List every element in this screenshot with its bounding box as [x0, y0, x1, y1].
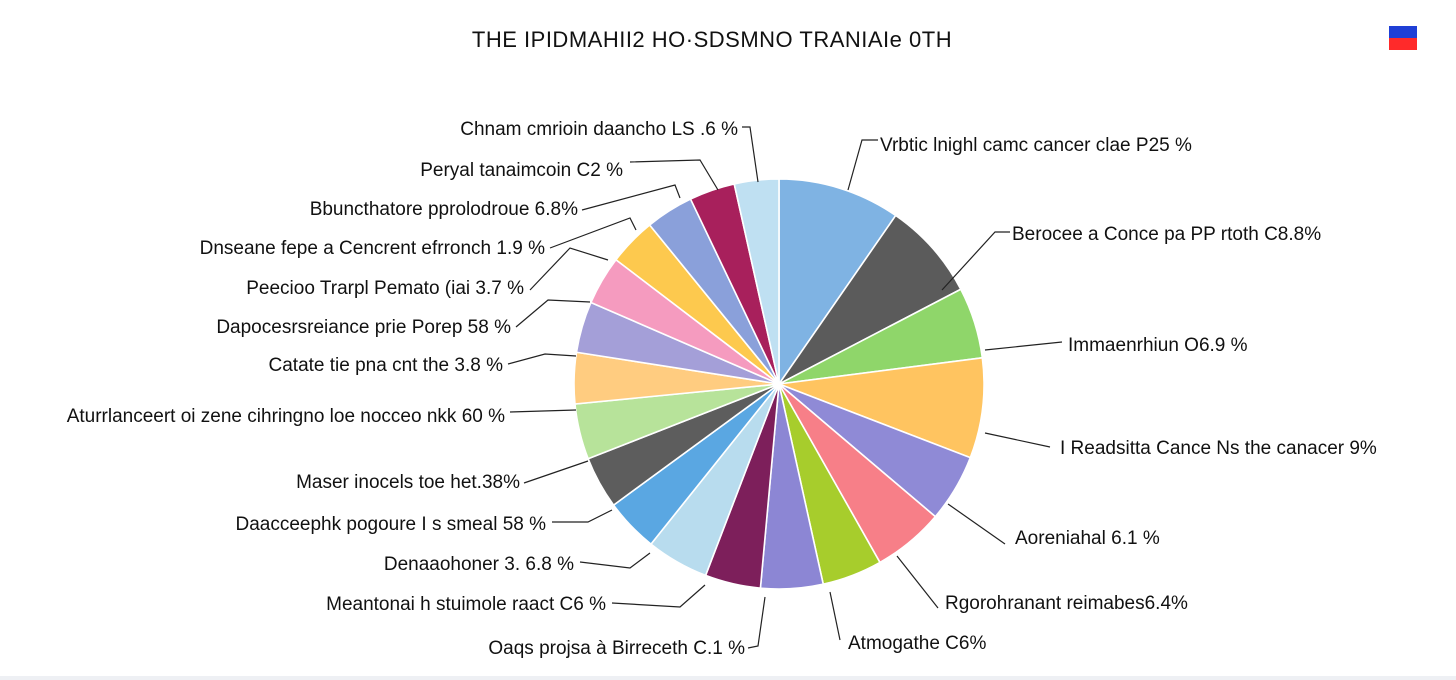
slice-label-6: Rgorohranant reimabes6.4% — [945, 593, 1188, 614]
slice-label-3: Immaenrhiun O6.9 % — [1068, 335, 1248, 356]
leader-line-5 — [947, 503, 1006, 545]
leader-line-10 — [579, 552, 651, 569]
leader-line-4 — [984, 432, 1051, 448]
leader-line-3 — [984, 341, 1063, 351]
slice-label-15: Dapocesrsreiance prie Porep 58 % — [216, 317, 511, 338]
pie-slice-20 — [733, 178, 780, 385]
slice-label-18: Bbuncthatore pprolodroue 6.8% — [310, 199, 578, 220]
slice-label-14: Catate tie pna cnt the 3.8 % — [269, 355, 504, 376]
legend-flag-icon — [1389, 26, 1417, 50]
leader-line-14 — [507, 353, 577, 365]
slice-label-11: Daacceephk pogoure I s smeal 58 % — [235, 514, 546, 535]
leader-line-18 — [581, 184, 681, 211]
leader-line-12 — [523, 460, 589, 484]
leader-line-13 — [509, 409, 577, 413]
slice-label-4: I Readsitta Cance Ns the canacer 9% — [1060, 438, 1377, 459]
leader-line-1 — [847, 139, 878, 191]
slice-label-5: Aoreniahal 6.1 % — [1015, 528, 1160, 549]
slice-label-8: Oaqs projsa à Birreceth C.1 % — [488, 638, 745, 659]
leader-line-11 — [552, 509, 613, 523]
leader-line-20 — [742, 126, 759, 183]
slice-label-9: Meantonai h stuimole raact C6 % — [326, 594, 606, 615]
slice-label-1: Vrbtic lnighl camc cancer clae P25 % — [880, 135, 1192, 156]
pie-slice-2 — [778, 214, 962, 385]
leader-line-7 — [829, 591, 841, 641]
slice-label-7: Atmogathe C6% — [848, 633, 986, 654]
leader-line-16 — [529, 247, 609, 291]
slice-label-17: Dnseane fepe a Cencrent efrronch 1.9 % — [200, 238, 545, 259]
slice-label-19: Peryal tanaimcoin C2 % — [420, 160, 623, 181]
legend-flag-top — [1389, 26, 1417, 38]
leader-line-15 — [515, 299, 591, 328]
pie-slice-4 — [778, 356, 985, 459]
leader-line-17 — [549, 217, 637, 249]
slice-label-2: Berocee a Conce pa PP rtoth C8.8% — [1012, 224, 1321, 245]
slice-label-13: Aturrlanceert oi zene cihringno loe nocc… — [67, 406, 505, 427]
leader-line-9 — [611, 584, 706, 608]
leader-line-8 — [747, 596, 766, 649]
slice-label-20: Chnam cmrioin daancho LS .6 % — [460, 119, 738, 140]
pie-slices — [573, 178, 985, 590]
slice-label-12: Maser inocels toe het.38% — [296, 472, 520, 493]
slice-label-10: Denaaohoner 3. 6.8 % — [384, 554, 574, 575]
page-bottom-rule — [0, 676, 1456, 680]
pie-slice-1 — [778, 178, 897, 387]
slice-labels: Vrbtic lnighl camc cancer clae P25 % Bero… — [67, 119, 1377, 659]
leader-line-19 — [629, 159, 719, 191]
leader-line-2 — [941, 231, 1010, 291]
chart-title: THE IPIDMAHII2 HO·SDSMNO TRANIAIe 0TH — [472, 27, 952, 52]
legend-flag-bottom — [1389, 38, 1417, 50]
leader-line-6 — [896, 555, 939, 609]
leader-lines — [507, 126, 1063, 649]
slice-label-16: Peecioo Trarpl Pemato (iai 3.7 % — [246, 278, 524, 299]
